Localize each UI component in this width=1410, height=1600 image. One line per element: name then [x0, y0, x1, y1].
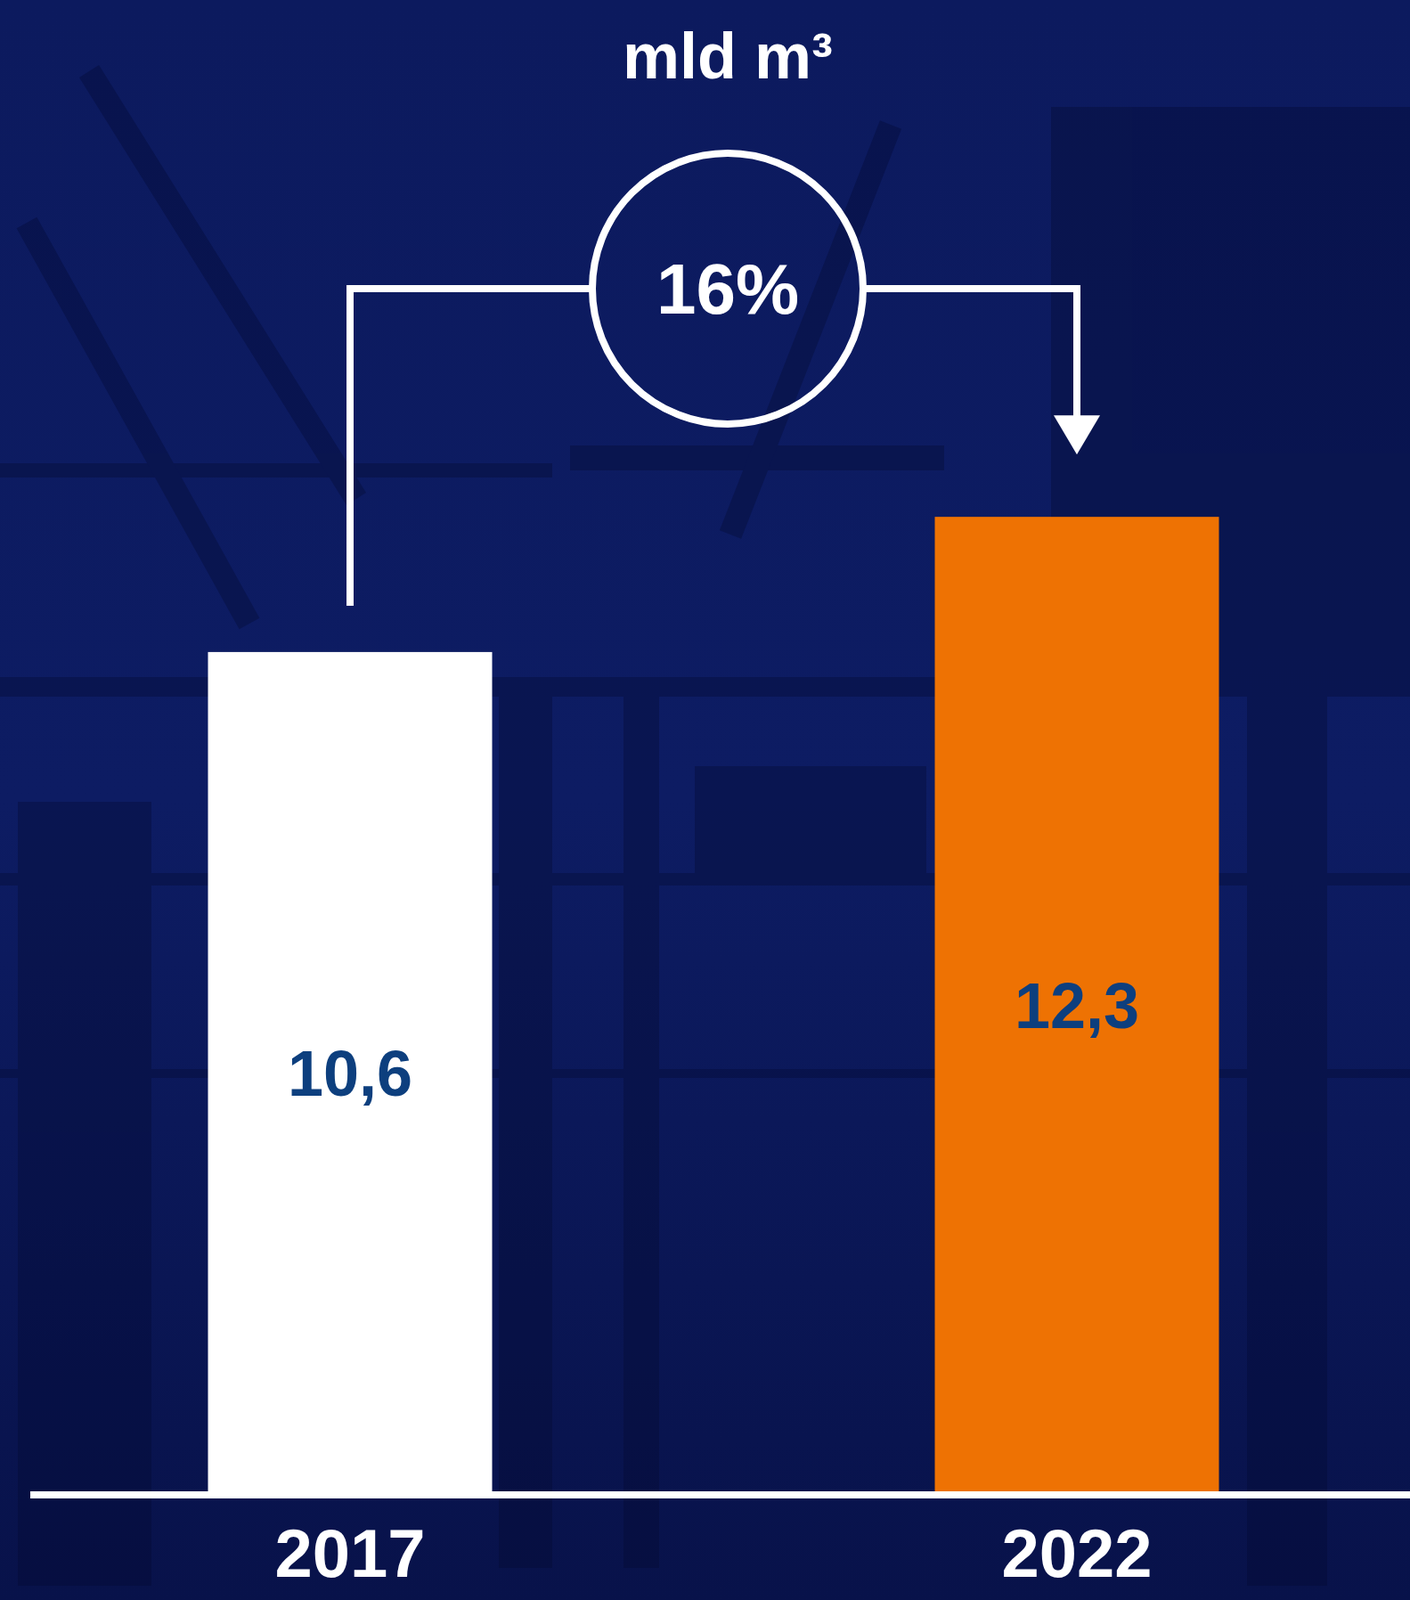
annotation-text: 16% — [656, 249, 799, 329]
decor-shape — [1246, 694, 1328, 1586]
category-label: 2017 — [274, 1515, 425, 1591]
bar — [935, 516, 1220, 1495]
chart: 10,6 12,3 2017 2022 mld m³ 16% — [0, 0, 1410, 1600]
data-label: 10,6 — [287, 1037, 413, 1109]
arrow-head — [1053, 415, 1101, 455]
change-annotation: 16% — [350, 153, 1101, 606]
decor-shape — [0, 463, 553, 478]
category-label: 2022 — [1001, 1515, 1152, 1591]
decor-shape — [694, 766, 927, 873]
background-decor — [0, 71, 1410, 1586]
title: mld m³ — [622, 20, 833, 92]
background — [0, 0, 1410, 1600]
baseline — [30, 1491, 1410, 1499]
bracket-line — [863, 288, 1077, 419]
decor-beam — [26, 71, 891, 624]
data-label: 12,3 — [1014, 969, 1140, 1042]
decor-shape — [623, 676, 660, 1568]
annotation-circle — [592, 153, 864, 424]
decor-shape — [498, 676, 553, 1568]
bars — [208, 516, 1220, 1495]
bracket-line — [350, 288, 593, 606]
decor-shape — [17, 801, 152, 1586]
bar — [208, 652, 493, 1495]
